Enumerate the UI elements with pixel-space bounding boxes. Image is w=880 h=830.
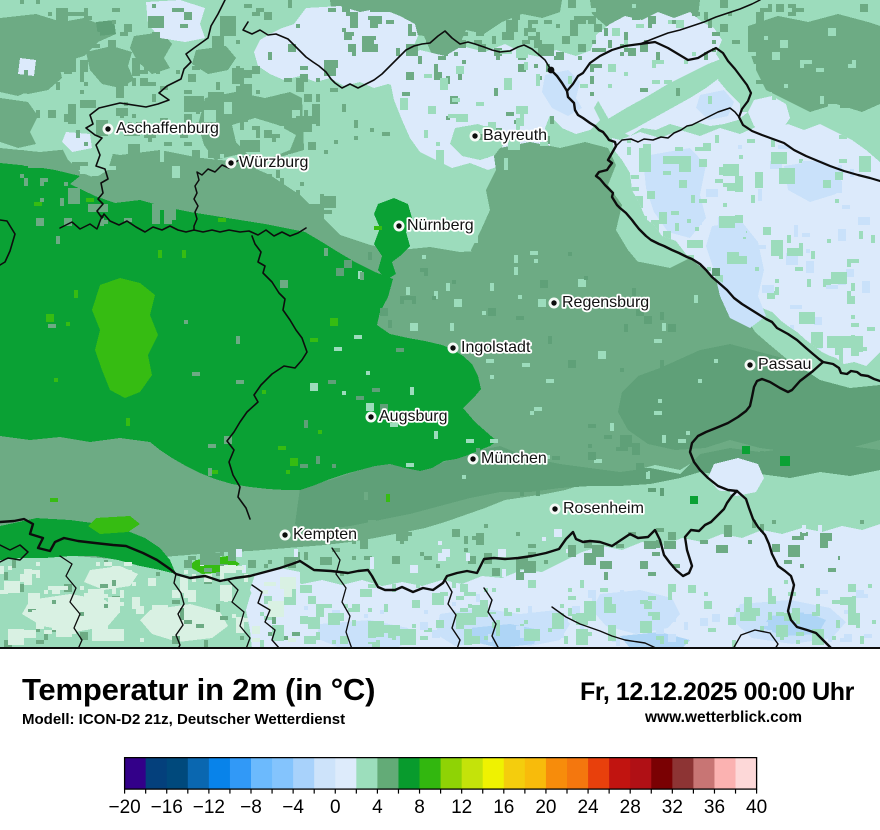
svg-text:16: 16	[493, 797, 514, 818]
svg-text:Kempten: Kempten	[293, 526, 357, 543]
svg-text:München: München	[481, 450, 547, 467]
svg-text:Rosenheim: Rosenheim	[563, 500, 644, 517]
svg-text:24: 24	[577, 797, 599, 818]
svg-text:12: 12	[451, 797, 472, 818]
svg-text:0: 0	[330, 797, 341, 818]
svg-text:Nürnberg: Nürnberg	[407, 217, 474, 234]
svg-text:Augsburg: Augsburg	[379, 408, 448, 425]
svg-text:Aschaffenburg: Aschaffenburg	[116, 120, 219, 137]
svg-text:−4: −4	[282, 797, 304, 818]
svg-text:32: 32	[662, 797, 683, 818]
svg-text:−12: −12	[193, 797, 225, 818]
svg-text:−8: −8	[240, 797, 262, 818]
svg-text:36: 36	[704, 797, 725, 818]
svg-text:Ingolstadt: Ingolstadt	[461, 339, 531, 356]
svg-text:Bayreuth: Bayreuth	[483, 127, 547, 144]
svg-text:4: 4	[372, 797, 383, 818]
svg-text:40: 40	[746, 797, 767, 818]
svg-text:28: 28	[620, 797, 641, 818]
svg-text:20: 20	[535, 797, 556, 818]
svg-text:8: 8	[414, 797, 425, 818]
svg-text:−20: −20	[108, 797, 140, 818]
svg-text:Regensburg: Regensburg	[562, 294, 649, 311]
svg-text:Passau: Passau	[758, 356, 811, 373]
svg-text:−16: −16	[151, 797, 183, 818]
svg-text:Würzburg: Würzburg	[239, 154, 308, 171]
